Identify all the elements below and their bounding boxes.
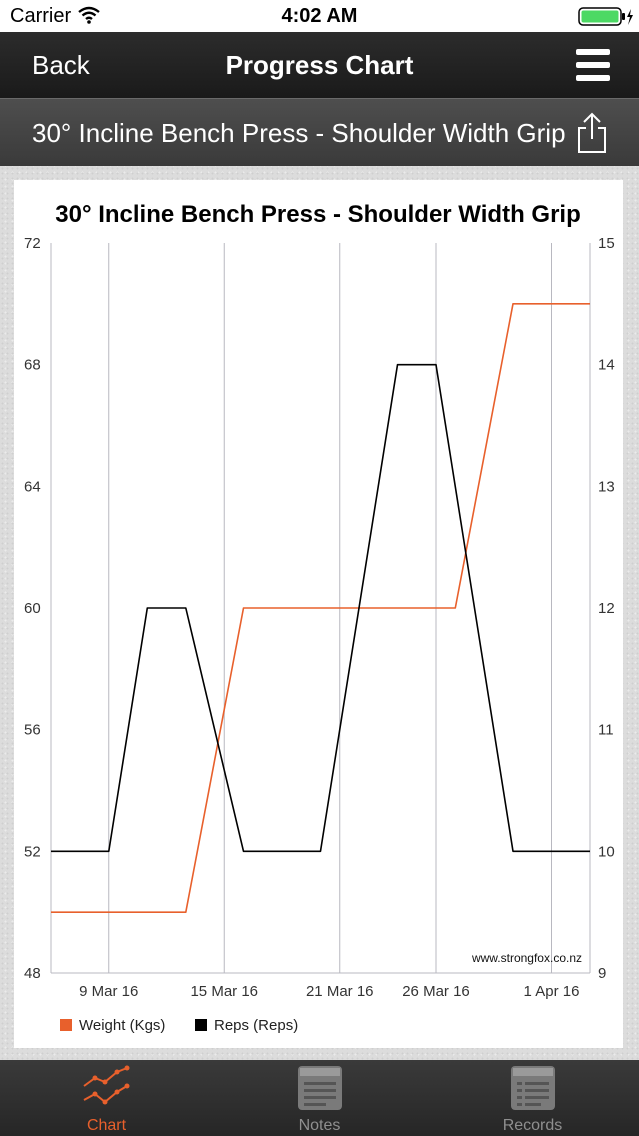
x-tick-label: 9 Mar 16 [79, 983, 138, 1000]
legend-label: Weight (Kgs) [79, 1017, 165, 1034]
notes-icon [213, 1064, 426, 1112]
back-button[interactable]: Back [32, 50, 90, 80]
y-left-tick-label: 64 [24, 478, 41, 495]
line-chart-icon [0, 1064, 213, 1110]
share-icon[interactable] [574, 111, 610, 160]
chart-title: 30° Incline Bench Press - Shoulder Width… [55, 201, 580, 228]
battery-icon [578, 7, 634, 32]
navigation-bar: Back Progress Chart [0, 32, 639, 98]
tab-notes-label: Notes [298, 1117, 341, 1134]
tab-chart-label: Chart [86, 1117, 127, 1134]
chart-card: 30° Incline Bench Press - Shoulder Width… [14, 180, 623, 1048]
wifi-icon [78, 6, 100, 29]
exercise-header: 30° Incline Bench Press - Shoulder Width… [0, 98, 639, 167]
status-time: 4:02 AM [281, 5, 358, 27]
x-tick-label: 1 Apr 16 [524, 983, 580, 1000]
watermark: www.strongfox.co.nz [471, 951, 582, 965]
tab-records[interactable]: Records [426, 1060, 639, 1136]
exercise-name: 30° Incline Bench Press - Shoulder Width… [32, 118, 566, 148]
chart-area: 30° Incline Bench Press - Shoulder Width… [0, 166, 639, 1060]
tab-notes[interactable]: Notes [213, 1060, 426, 1136]
y-left-tick-label: 52 [24, 843, 41, 860]
y-right-tick-label: 15 [598, 235, 615, 252]
legend-swatch [60, 1019, 72, 1031]
tab-bar: Chart Notes Records [0, 1060, 639, 1136]
y-left-tick-label: 68 [24, 357, 41, 374]
y-right-tick-label: 12 [598, 600, 615, 617]
y-right-tick-label: 13 [598, 478, 615, 495]
status-bar: Carrier 4:02 AM [0, 0, 639, 32]
records-icon [426, 1064, 639, 1112]
y-left-tick-label: 72 [24, 235, 41, 252]
page-title: Progress Chart [225, 50, 414, 80]
y-right-tick-label: 10 [598, 843, 615, 860]
reps-series-line [51, 363, 590, 853]
tab-records-label: Records [502, 1117, 563, 1134]
y-left-tick-label: 56 [24, 722, 41, 739]
legend-label: Reps (Reps) [214, 1017, 298, 1034]
x-tick-label: 26 Mar 16 [402, 983, 470, 1000]
weight-series-line [51, 303, 590, 914]
carrier-label: Carrier [10, 5, 72, 27]
y-right-tick-label: 14 [598, 357, 615, 374]
tab-chart[interactable]: Chart [0, 1060, 213, 1136]
progress-chart: 30° Incline Bench Press - Shoulder Width… [24, 201, 615, 1034]
y-left-tick-label: 60 [24, 600, 41, 617]
menu-icon[interactable] [576, 49, 610, 81]
x-tick-label: 21 Mar 16 [306, 983, 374, 1000]
y-right-tick-label: 11 [598, 722, 614, 739]
y-left-tick-label: 48 [24, 965, 41, 982]
legend-swatch [195, 1019, 207, 1031]
x-tick-label: 15 Mar 16 [190, 983, 258, 1000]
y-right-tick-label: 9 [598, 965, 606, 982]
